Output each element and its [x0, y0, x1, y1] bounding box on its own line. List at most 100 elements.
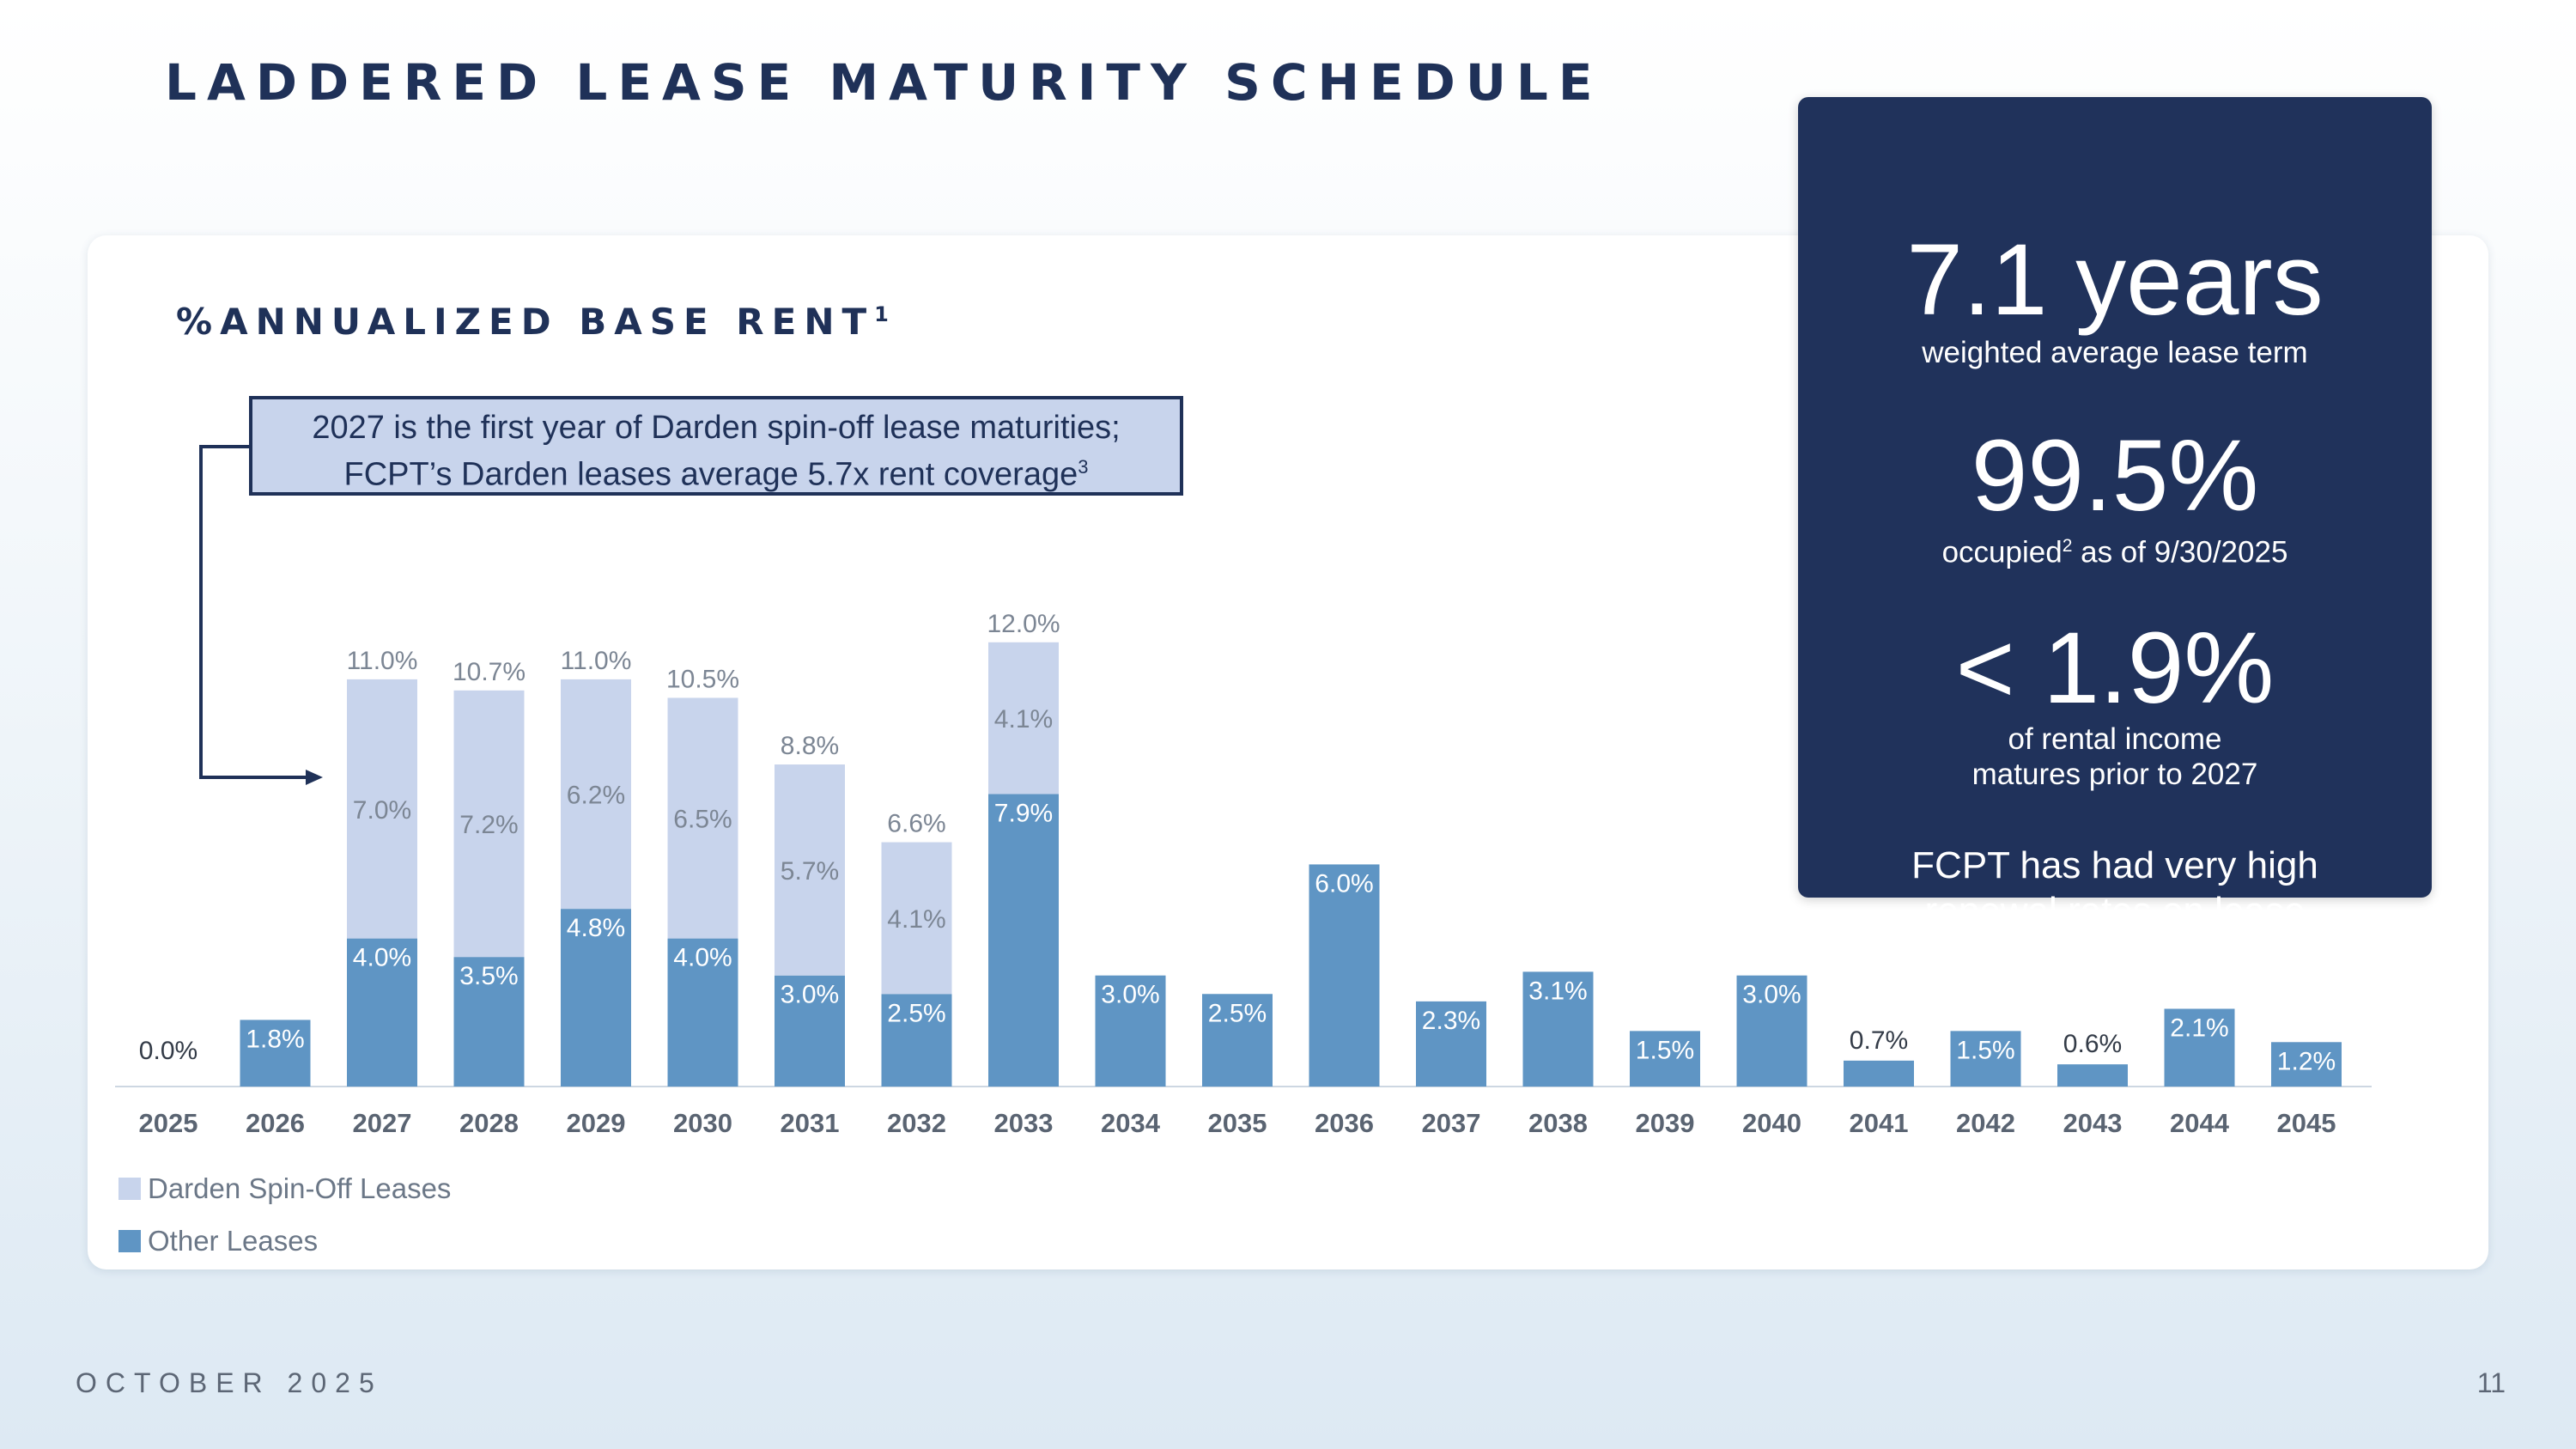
value-label-darden-2033: 4.1% [994, 705, 1053, 734]
bar-other-2044 [2164, 1008, 2235, 1087]
tick-label-2030: 2030 [673, 1108, 732, 1138]
tick-label-2026: 2026 [246, 1108, 305, 1138]
chart-section-title-text: %ANNUALIZED BASE RENT [176, 301, 875, 343]
total-label-2030: 10.5% [666, 665, 739, 693]
callout-footnote: 3 [1078, 456, 1089, 478]
total-label-2027: 11.0% [347, 647, 418, 675]
callout-line-2: FCPT’s Darden leases average 5.7x rent c… [252, 447, 1180, 495]
bar-other-2034 [1095, 975, 1166, 1087]
bars-group [115, 642, 2372, 1087]
renewal-note-line-3: maturities to date [1970, 935, 2260, 977]
legend-swatch-darden [118, 1178, 141, 1200]
callout-line-2-text: FCPT’s Darden leases average 5.7x rent c… [343, 456, 1078, 493]
callout-connector-arrow [199, 445, 323, 785]
tick-label-2038: 2038 [1528, 1108, 1588, 1138]
page-number: 11 [2476, 1367, 2506, 1398]
legend-item-other: Other Leases [118, 1224, 451, 1258]
value-label-other-2045: 1.2% [2277, 1047, 2336, 1075]
occupancy-footnote: 2 [2062, 536, 2073, 556]
tick-label-2043: 2043 [2063, 1108, 2123, 1138]
maturity-label-line-1: of rental income [2008, 722, 2222, 756]
tick-label-2027: 2027 [353, 1108, 412, 1138]
value-label-other-2026: 1.8% [246, 1025, 304, 1053]
bar-other-2043 [2057, 1064, 2128, 1087]
bar-other-2039 [1630, 1031, 1700, 1087]
legend-item-darden: Darden Spin-Off Leases [118, 1172, 451, 1206]
bar-darden-2029 [561, 679, 631, 910]
value-label-darden-2030: 6.5% [673, 806, 732, 834]
total-label-2033: 12.0% [987, 610, 1060, 638]
bar-other-2029 [561, 909, 631, 1087]
tick-label-2029: 2029 [567, 1108, 626, 1138]
bar-darden-2030 [667, 697, 738, 939]
legend-swatch-other [118, 1230, 141, 1252]
total-label-2029: 11.0% [561, 647, 632, 675]
bar-other-2040 [1736, 975, 1807, 1087]
tick-label-2028: 2028 [459, 1108, 519, 1138]
maturity-label-line-2: matures prior to 2027 [1971, 758, 2258, 791]
bar-other-2032 [881, 994, 952, 1087]
chart-section-title: %ANNUALIZED BASE RENT1 [176, 301, 889, 343]
value-label-other-2042: 1.5% [1956, 1036, 2014, 1064]
occupancy-label: occupied2 as of 9/30/2025 [1798, 528, 2432, 571]
value-label-other-2041: 0.7% [1850, 1026, 1908, 1055]
value-label-other-2025: 0.0% [139, 1037, 197, 1065]
tick-label-2045: 2045 [2277, 1108, 2336, 1138]
value-label-other-2038: 3.1% [1528, 977, 1587, 1005]
tick-label-2032: 2032 [887, 1108, 946, 1138]
bar-darden-2033 [988, 642, 1059, 795]
total-label-2032: 6.6% [887, 810, 945, 838]
legend-label-darden: Darden Spin-Off Leases [148, 1172, 452, 1204]
bar-darden-2032 [881, 842, 952, 995]
occupancy-label-prefix: occupied [1941, 535, 2063, 569]
tick-label-2031: 2031 [781, 1108, 840, 1138]
value-label-other-2028: 3.5% [459, 962, 518, 990]
bar-other-2033 [988, 794, 1059, 1087]
callout-line-1: 2027 is the first year of Darden spin-of… [312, 410, 1121, 446]
bar-darden-2031 [775, 764, 845, 976]
value-label-darden-2032: 4.1% [887, 905, 945, 934]
value-label-other-2033: 7.9% [994, 800, 1053, 828]
bar-other-2041 [1844, 1060, 1914, 1087]
bar-other-2035 [1202, 994, 1273, 1087]
value-label-other-2027: 4.0% [353, 944, 411, 972]
value-label-other-2035: 2.5% [1208, 999, 1267, 1027]
tick-label-2041: 2041 [1850, 1108, 1909, 1138]
bar-other-2031 [775, 975, 845, 1087]
bar-other-2038 [1522, 971, 1594, 1087]
bar-darden-2028 [453, 690, 525, 958]
value-label-other-2034: 3.0% [1101, 981, 1159, 1009]
bar-other-2026 [240, 1020, 311, 1087]
bar-other-2027 [347, 938, 417, 1087]
chart-legend: Darden Spin-Off Leases Other Leases [118, 1172, 451, 1276]
tick-label-2025: 2025 [139, 1108, 198, 1138]
bar-other-2036 [1309, 864, 1380, 1087]
bar-other-2042 [1950, 1031, 2021, 1087]
lease-term-label: weighted average lease term [1922, 336, 2308, 369]
value-label-other-2036: 6.0% [1315, 869, 1373, 898]
total-label-2028: 10.7% [453, 658, 526, 686]
bar-other-2037 [1416, 1001, 1486, 1087]
value-label-darden-2031: 5.7% [781, 857, 839, 886]
value-label-other-2043: 0.6% [2063, 1030, 2122, 1058]
bar-other-2028 [453, 957, 525, 1087]
tick-label-2036: 2036 [1315, 1108, 1374, 1138]
value-label-other-2044: 2.1% [2170, 1014, 2228, 1042]
value-label-other-2039: 1.5% [1636, 1036, 1694, 1064]
renewal-note-line-1: FCPT has had very high [1911, 844, 2318, 886]
renewal-note-line-2: renewal rates on lease [1924, 890, 2306, 932]
value-label-other-2032: 2.5% [887, 999, 945, 1027]
value-label-other-2040: 3.0% [1742, 981, 1801, 1009]
value-label-darden-2027: 7.0% [353, 796, 411, 825]
legend-label-other: Other Leases [148, 1225, 319, 1257]
tick-label-2039: 2039 [1636, 1108, 1695, 1138]
renewal-note: FCPT has had very high renewal rates on … [1798, 843, 2432, 979]
bar-darden-2027 [347, 679, 417, 939]
total-label-2031: 8.8% [781, 732, 839, 760]
occupancy-label-suffix: as of 9/30/2025 [2072, 535, 2288, 569]
tick-label-2037: 2037 [1422, 1108, 1481, 1138]
bar-other-2030 [667, 938, 738, 1087]
darden-callout: 2027 is the first year of Darden spin-of… [249, 396, 1183, 496]
value-label-other-2031: 3.0% [781, 981, 839, 1009]
